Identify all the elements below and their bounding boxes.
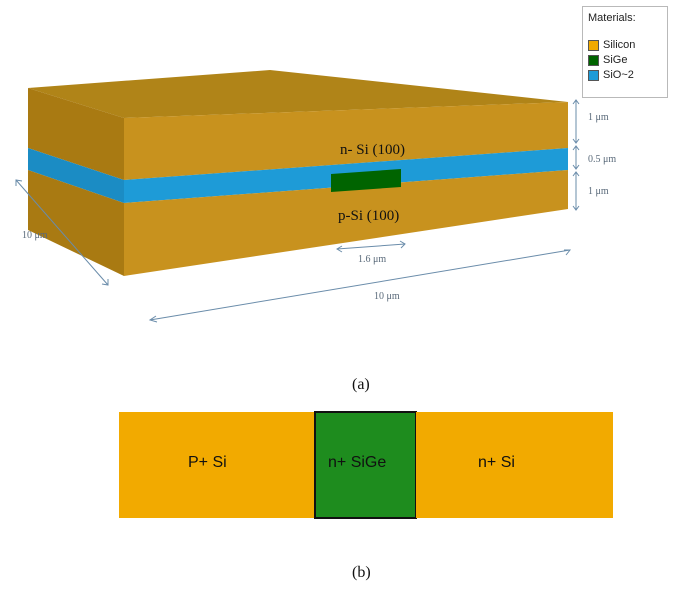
- p-si-label: P+ Si: [188, 454, 227, 471]
- side-oxide-layer: [28, 148, 124, 203]
- panel-b: P+ Si n+ SiGe n+ Si (b): [119, 411, 613, 581]
- n-si-region: [416, 412, 613, 518]
- n-sige-region: [314, 411, 417, 519]
- n-si-label: n+ Si: [478, 454, 515, 471]
- legend-label-sige: SiGe: [603, 54, 628, 66]
- front-top-silicon: [124, 102, 568, 180]
- dim-sige-label: 1.6 μm: [358, 254, 386, 265]
- top-surface: [28, 70, 568, 118]
- dim-top-label: 1 μm: [588, 112, 609, 123]
- dim-bottom-label: 1 μm: [588, 186, 609, 197]
- sige-width-dimension: [336, 240, 406, 253]
- legend-item-silicon: Silicon: [588, 38, 635, 52]
- front-bottom-silicon: [124, 170, 568, 276]
- legend-label-silicon: Silicon: [603, 39, 636, 51]
- bottom-layer-label: p-Si (100): [338, 208, 399, 224]
- sige-swatch: [588, 54, 599, 66]
- dim-depth-label: 10 μm: [22, 230, 48, 241]
- panel-a: n- Si (100) p-Si (100) 1 μm 0.5 μm 1 μm …: [15, 70, 616, 393]
- width-dimension: [148, 249, 572, 323]
- legend-item-sige: SiGe: [588, 53, 627, 67]
- sige-block: [331, 169, 401, 192]
- caption-b: (b): [352, 564, 371, 581]
- thickness-dimensions: [572, 99, 580, 211]
- top-layer-label: n- Si (100): [340, 142, 405, 158]
- silicon-swatch: [588, 39, 599, 51]
- p-si-region: [119, 412, 315, 518]
- legend-title: Materials:: [588, 12, 636, 24]
- caption-a: (a): [352, 376, 370, 393]
- legend-item-oxide: SiO~2: [588, 68, 634, 82]
- side-top-silicon: [28, 88, 124, 180]
- legend-label-oxide: SiO~2: [603, 69, 634, 81]
- n-sige-label: n+ SiGe: [328, 454, 386, 471]
- materials-legend: Materials: Silicon SiGe SiO~2: [582, 6, 668, 98]
- depth-dimension: [15, 179, 109, 286]
- dim-middle-label: 0.5 μm: [588, 154, 616, 165]
- oxide-swatch: [588, 69, 599, 81]
- side-bottom-silicon: [28, 170, 124, 276]
- dim-width-label: 10 μm: [374, 291, 400, 302]
